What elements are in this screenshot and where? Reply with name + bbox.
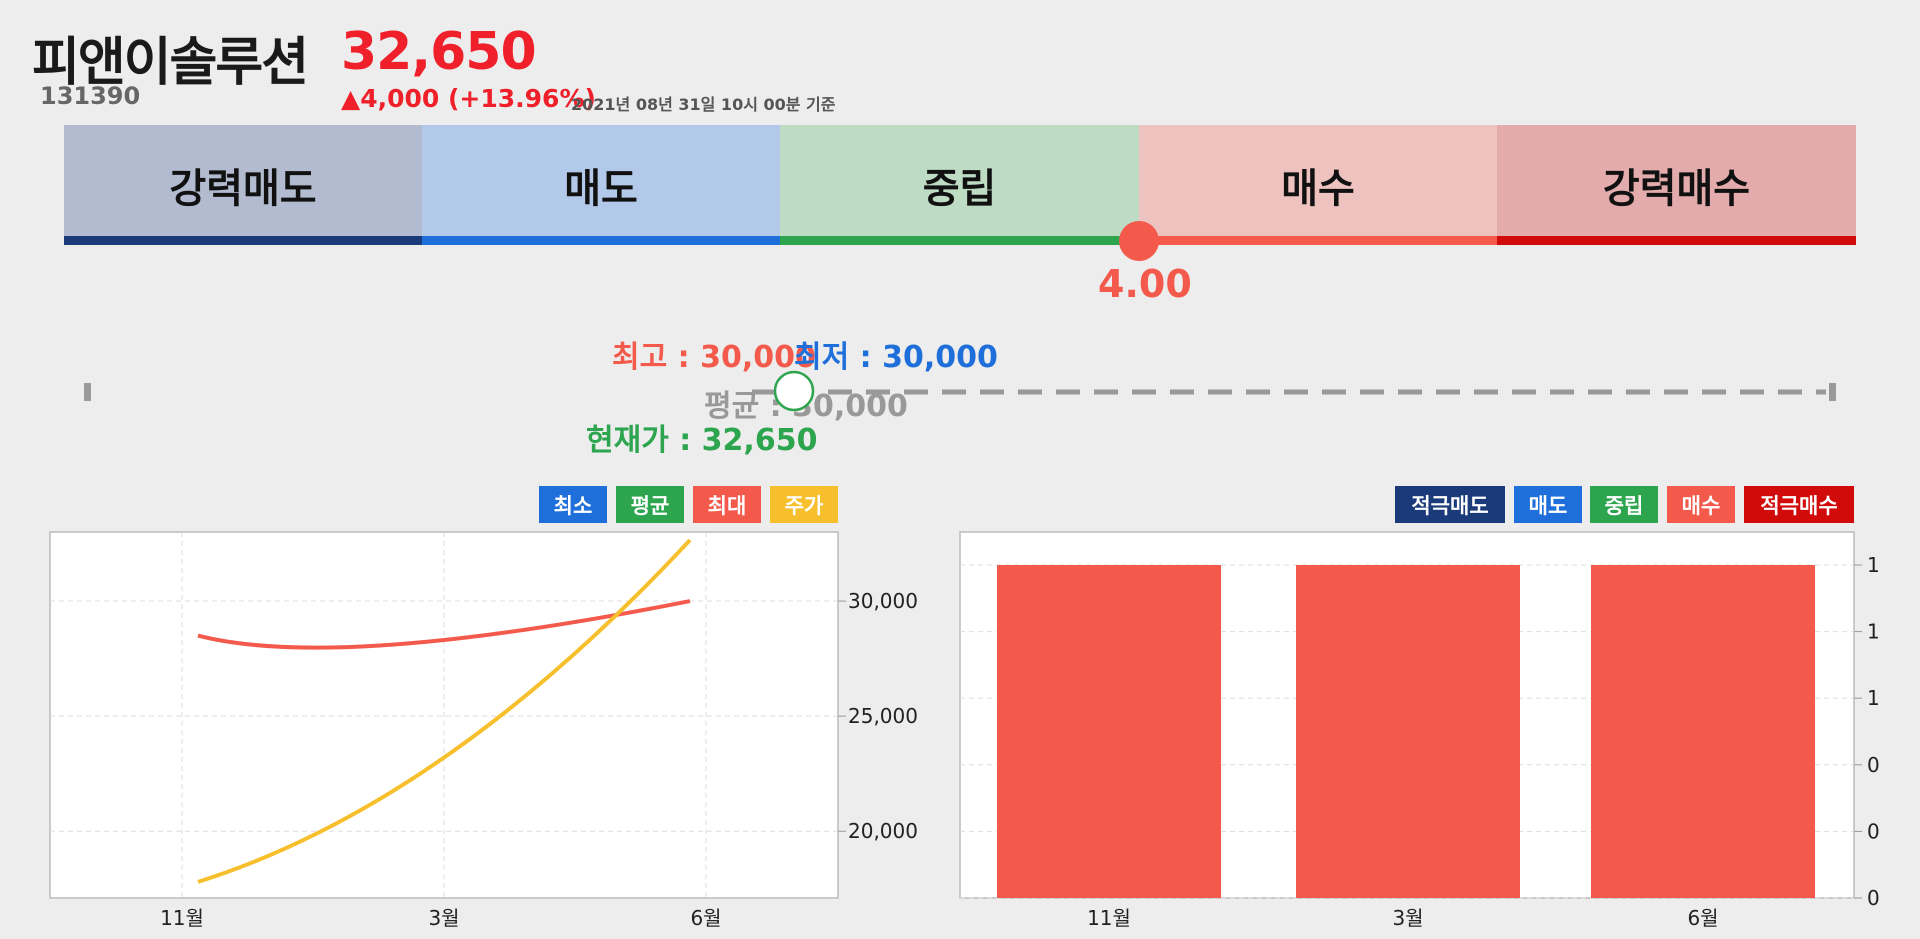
gauge-segment-sell: 매도 (422, 125, 780, 245)
legend-neutral: 중립 (1590, 486, 1658, 523)
bar-chart-y-tick: 0 (1867, 886, 1880, 910)
gauge-marker (1119, 221, 1159, 261)
stock-code: 131390 (40, 82, 141, 110)
line-chart-y-tick: 20,000 (848, 819, 918, 843)
bar-chart-x-tick: 11월 (1087, 906, 1131, 930)
line-series-max (197, 599, 691, 650)
bar-chart-y-tick: 0 (1867, 753, 1880, 777)
max-target-label: 최고 : 30,000 (612, 340, 816, 375)
min-target-label: 최저 : 30,000 (794, 340, 998, 375)
gauge-segment-buy: 매수 (1139, 125, 1497, 245)
price-change: ▲4,000 (+13.96%) (341, 84, 596, 113)
as-of-timestamp: 2021년 08년 31일 10시 00분 기준 (571, 95, 836, 114)
gauge-bar-neutral (780, 236, 1139, 245)
legend-avg: 평균 (616, 486, 684, 523)
line-chart-x-tick: 11월 (160, 906, 204, 930)
gauge-segment-neutral: 중립 (780, 125, 1139, 245)
bar-buy (997, 565, 1221, 898)
line-chart-x-tick: 6월 (690, 906, 721, 930)
bar-chart-y-tick: 0 (1867, 819, 1880, 843)
current-price-label: 현재가 : 32,650 (586, 423, 818, 458)
range-end-cap (1829, 383, 1836, 401)
gauge-bar-strong-buy (1497, 236, 1856, 245)
current-price-marker (774, 370, 815, 412)
legend-strong-buy: 적극매수 (1744, 486, 1854, 523)
bar-chart-x-tick: 3월 (1392, 906, 1423, 930)
range-start-cap (84, 383, 91, 401)
bar-chart-y-tick: 1 (1867, 620, 1880, 644)
gauge-segment-strong-buy: 강력매수 (1497, 125, 1856, 245)
line-chart-x-tick: 3월 (428, 906, 459, 930)
legend-min: 최소 (539, 486, 607, 523)
gauge-bar-strong-sell (64, 236, 422, 245)
stock-name: 피앤이솔루션 (32, 33, 309, 93)
legend-max: 최대 (693, 486, 761, 523)
bar-chart-x-tick: 6월 (1687, 906, 1718, 930)
line-chart-y-tick: 25,000 (848, 704, 918, 728)
line-chart-y-tick: 30,000 (848, 589, 918, 613)
bar-buy (1591, 565, 1815, 898)
range-track (84, 383, 1836, 401)
line-series-price (197, 538, 692, 884)
legend-sell: 매도 (1514, 486, 1582, 523)
gauge-segment-strong-sell: 강력매도 (64, 125, 422, 245)
legend-strong-sell: 적극매도 (1395, 486, 1505, 523)
gauge-bar-sell (422, 236, 780, 245)
bar-chart-y-tick: 1 (1867, 553, 1880, 577)
current-price: 32,650 (341, 22, 537, 82)
legend-buy: 매수 (1667, 486, 1735, 523)
gauge-value: 4.00 (1098, 262, 1192, 306)
bar-buy (1296, 565, 1520, 898)
legend-price: 주가 (770, 486, 838, 523)
bar-chart-y-tick: 1 (1867, 686, 1880, 710)
gauge-bar-buy (1139, 236, 1497, 245)
